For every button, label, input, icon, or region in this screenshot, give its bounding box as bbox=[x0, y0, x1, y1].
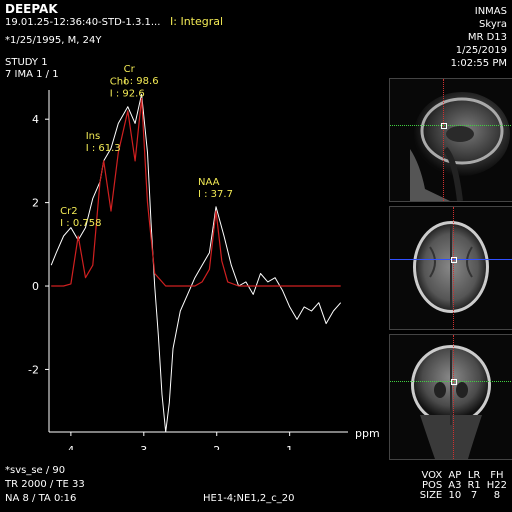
table-cell: 8 bbox=[493, 490, 501, 501]
voxel-marker bbox=[451, 379, 457, 385]
table-cell: 10 bbox=[448, 490, 462, 501]
table-header-cell: FH bbox=[490, 470, 504, 481]
x-tick-label: 2 bbox=[213, 444, 220, 450]
patient-name: DEEPAK bbox=[5, 2, 58, 16]
peak-label-ins: Ins bbox=[86, 131, 101, 142]
peak-integral-cr: I : 98.6 bbox=[124, 76, 159, 87]
voxel-marker bbox=[451, 257, 457, 263]
peak-label-naa: NAA bbox=[198, 177, 220, 188]
station: MR D13 bbox=[467, 32, 507, 43]
acq-time: 1:02:55 PM bbox=[450, 58, 507, 69]
axial-image bbox=[413, 221, 489, 313]
coronal-localizer[interactable] bbox=[389, 334, 512, 460]
table-cell: SIZE bbox=[419, 490, 443, 501]
peak-label-cho: Cho bbox=[110, 77, 129, 88]
patient-info: *1/25/1995, M, 24Y bbox=[5, 35, 102, 46]
study-label: STUDY 1 bbox=[5, 57, 48, 68]
table-cell: 7 bbox=[470, 490, 478, 501]
x-tick-label: 4 bbox=[67, 444, 74, 450]
scanner: Skyra bbox=[479, 19, 507, 30]
y-tick-label: -2 bbox=[28, 363, 39, 376]
fitted-spectrum-line bbox=[51, 97, 341, 287]
voxel-table: VOX AP LR FH POS A3 R1 H22 SIZE 10 7 8 bbox=[420, 471, 507, 501]
table-cell: R1 bbox=[467, 480, 481, 491]
na-ta-label: NA 8 / TA 0:16 bbox=[5, 493, 77, 504]
table-row: POS A3 R1 H22 bbox=[420, 481, 507, 491]
peak-label-cr2: Cr2 bbox=[60, 206, 77, 217]
axial-localizer[interactable] bbox=[389, 206, 512, 330]
table-cell: A3 bbox=[448, 480, 462, 491]
sagittal-image bbox=[410, 92, 510, 201]
series-id: 19.01.25-12:36:40-STD-1.3.1... bbox=[5, 17, 161, 28]
peak-integral-naa: I : 37.7 bbox=[198, 189, 233, 200]
y-tick-label: 2 bbox=[32, 197, 39, 210]
institution: INMAS bbox=[474, 6, 507, 17]
x-tick-label: 3 bbox=[140, 444, 147, 450]
sequence-label: *svs_se / 90 bbox=[5, 465, 66, 476]
image-label: 7 IMA 1 / 1 bbox=[5, 69, 59, 80]
table-cell: H22 bbox=[486, 480, 507, 491]
acq-date: 1/25/2019 bbox=[455, 45, 507, 56]
crosshair-vertical bbox=[453, 335, 454, 459]
sagittal-localizer[interactable] bbox=[389, 78, 512, 202]
peak-integral-cho: I : 92.6 bbox=[110, 89, 145, 100]
voxel-marker bbox=[441, 123, 447, 129]
tr-te-label: TR 2000 / TE 33 bbox=[5, 479, 85, 490]
voxel-table-header: VOX AP LR FH bbox=[420, 471, 507, 481]
x-tick-label: 1 bbox=[286, 444, 293, 450]
table-row: SIZE 10 7 8 bbox=[420, 491, 507, 501]
table-header-cell: LR bbox=[467, 470, 481, 481]
crosshair-vertical bbox=[443, 79, 444, 201]
peak-integral-ins: I : 61.3 bbox=[86, 143, 121, 154]
y-tick-label: 4 bbox=[32, 113, 39, 126]
table-cell: POS bbox=[421, 480, 443, 491]
integral-label: I: Integral bbox=[170, 15, 224, 28]
crosshair-vertical bbox=[453, 207, 454, 329]
coil-label: HE1-4;NE1,2_c_20 bbox=[203, 493, 295, 504]
peak-label-cr: Cr bbox=[124, 64, 136, 75]
table-header-cell: AP bbox=[448, 470, 462, 481]
peak-integral-cr2: I : 0.758 bbox=[60, 218, 101, 229]
crosshair-horizontal bbox=[390, 125, 512, 126]
table-header-cell: VOX bbox=[421, 470, 443, 481]
y-tick-label: 0 bbox=[32, 280, 39, 293]
coronal-image bbox=[411, 345, 491, 459]
x-axis-label: ppm bbox=[355, 427, 380, 440]
